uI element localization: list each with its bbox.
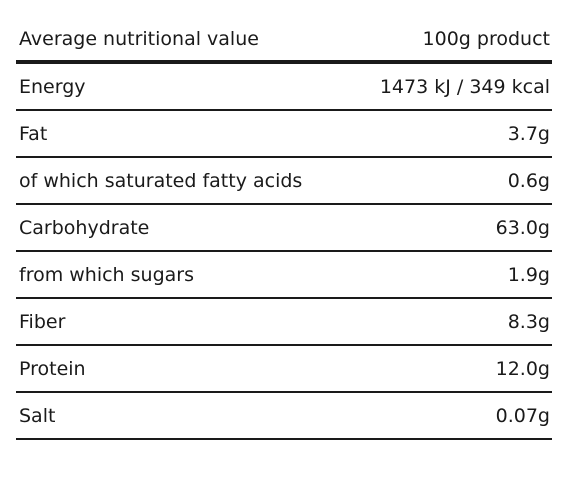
row-value: 8.3g: [507, 310, 550, 333]
row-label: Fiber: [19, 310, 66, 333]
header-value: 100g product: [422, 28, 550, 50]
table-row-sugars: from which sugars 1.9g: [16, 252, 552, 299]
row-value: 63.0g: [495, 216, 550, 239]
row-label: of which saturated fatty acids: [19, 169, 303, 192]
row-value: 0.07g: [495, 404, 550, 427]
row-value: 3.7g: [507, 122, 550, 145]
row-label: Protein: [19, 357, 86, 380]
header-label: Average nutritional value: [19, 28, 259, 50]
table-row-salt: Salt 0.07g: [16, 393, 552, 440]
row-label: Salt: [19, 404, 56, 427]
table-row-saturated-fat: of which saturated fatty acids 0.6g: [16, 158, 552, 205]
row-value: 1473 kJ / 349 kcal: [379, 75, 550, 98]
row-label: Carbohydrate: [19, 216, 150, 239]
row-value: 1.9g: [507, 263, 550, 286]
nutrition-table: Average nutritional value 100g product E…: [16, 18, 552, 440]
row-label: from which sugars: [19, 263, 194, 286]
table-row-carbohydrate: Carbohydrate 63.0g: [16, 205, 552, 252]
row-value: 0.6g: [507, 169, 550, 192]
table-row-fiber: Fiber 8.3g: [16, 299, 552, 346]
row-label: Fat: [19, 122, 48, 145]
row-value: 12.0g: [495, 357, 550, 380]
table-header-row: Average nutritional value 100g product: [16, 18, 552, 64]
row-label: Energy: [19, 75, 86, 98]
table-row-protein: Protein 12.0g: [16, 346, 552, 393]
table-row-fat: Fat 3.7g: [16, 111, 552, 158]
table-row-energy: Energy 1473 kJ / 349 kcal: [16, 64, 552, 111]
